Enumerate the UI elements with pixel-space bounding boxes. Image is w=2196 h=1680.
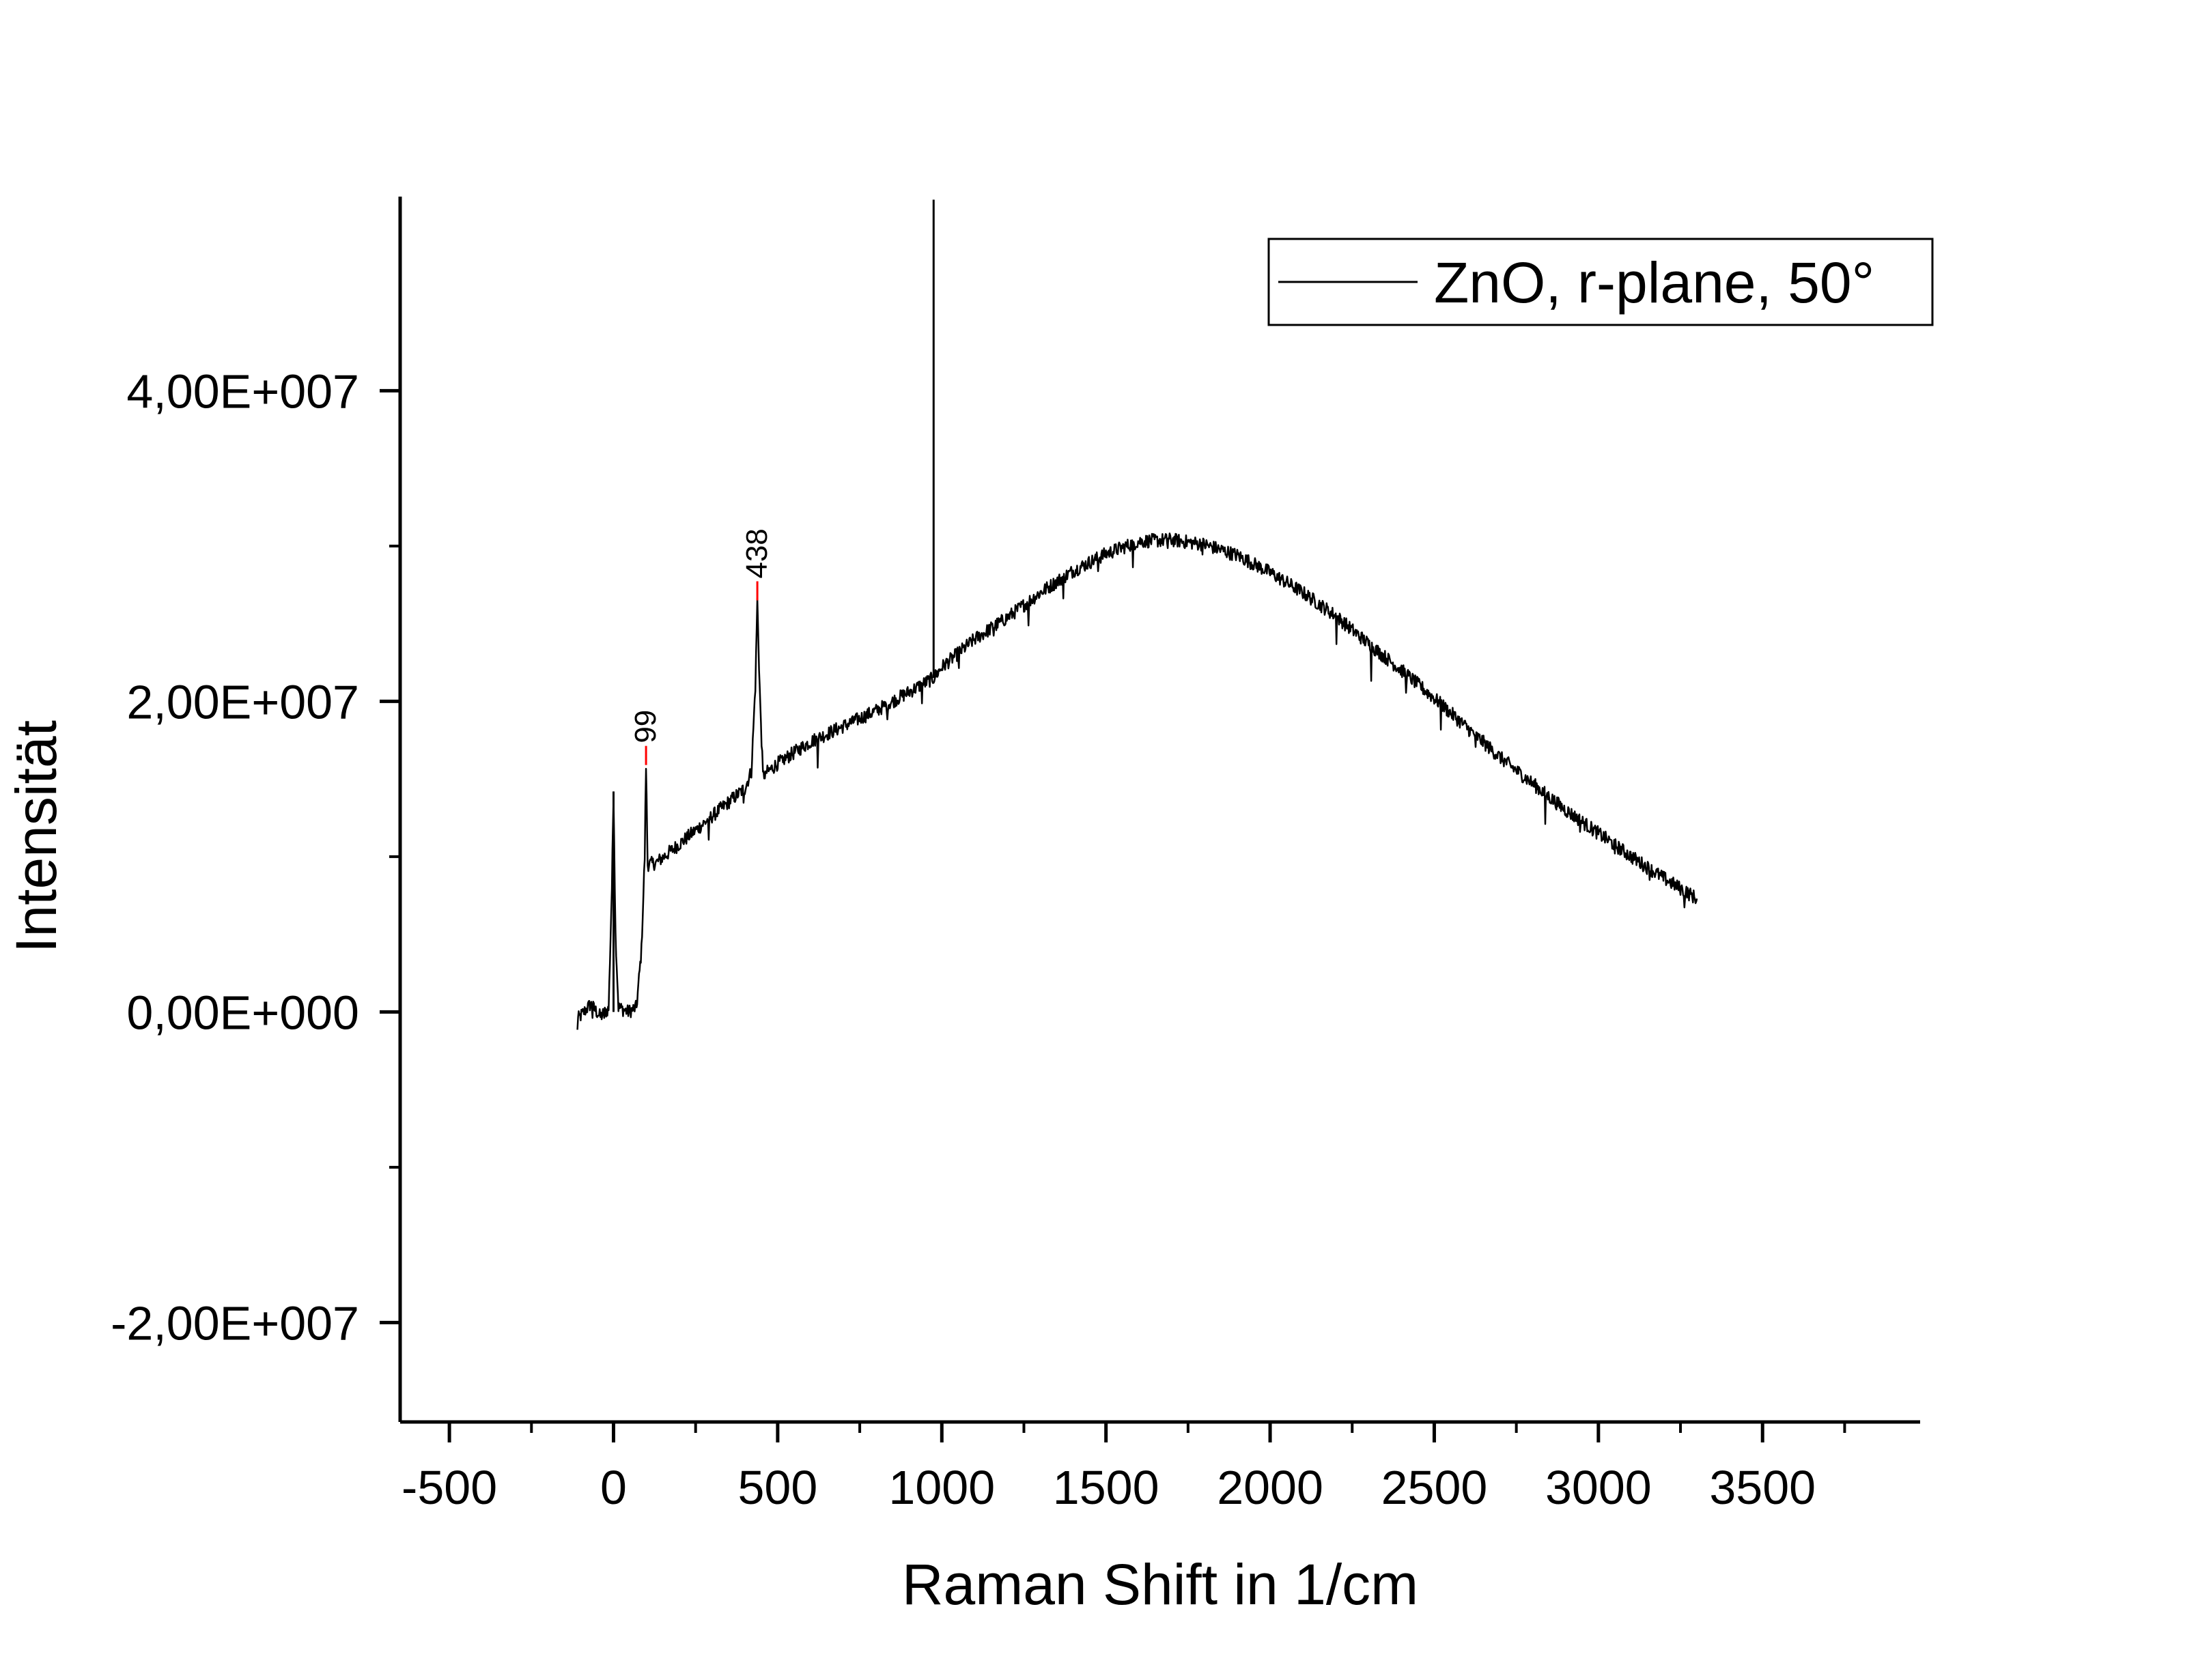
peak-label: 438 [740, 528, 774, 578]
peak-label: 99 [629, 710, 662, 743]
x-minor-ticks [530, 1422, 1846, 1433]
x-tick-label: 3500 [1709, 1461, 1816, 1514]
series-line [576, 532, 1698, 1030]
y-minor-ticks [389, 544, 400, 1169]
legend-label: ZnO, r-plane, 50° [1434, 251, 1874, 315]
x-tick-label: 1500 [1053, 1461, 1159, 1514]
y-axis-title: Intensität [4, 720, 68, 953]
y-tick-label: -2,00E+007 [111, 1296, 359, 1350]
x-tick-label: 2500 [1381, 1461, 1488, 1514]
y-tick-label: 4,00E+007 [126, 365, 359, 418]
x-axis-title: Raman Shift in 1/cm [902, 1552, 1418, 1617]
x-tick-label: 2000 [1217, 1461, 1323, 1514]
x-tick-label: -500 [402, 1461, 497, 1514]
x-tick-label: 0 [600, 1461, 627, 1514]
peak-annotations: 99 438 [629, 528, 774, 765]
y-tick-label: 0,00E+000 [126, 986, 359, 1039]
series-layer [576, 199, 1698, 1030]
x-tick-label: 500 [737, 1461, 817, 1514]
x-tick-label: 1000 [888, 1461, 995, 1514]
y-axis-ticks: -2,00E+007 0,00E+000 2,00E+007 4,00E+007 [111, 365, 400, 1350]
x-tick-label: 3000 [1545, 1461, 1652, 1514]
legend: ZnO, r-plane, 50° [1267, 238, 1934, 326]
x-axis-ticks: -500 0 500 1000 1500 2000 2500 3000 3500 [402, 1422, 1816, 1514]
y-tick-label: 2,00E+007 [126, 675, 359, 728]
